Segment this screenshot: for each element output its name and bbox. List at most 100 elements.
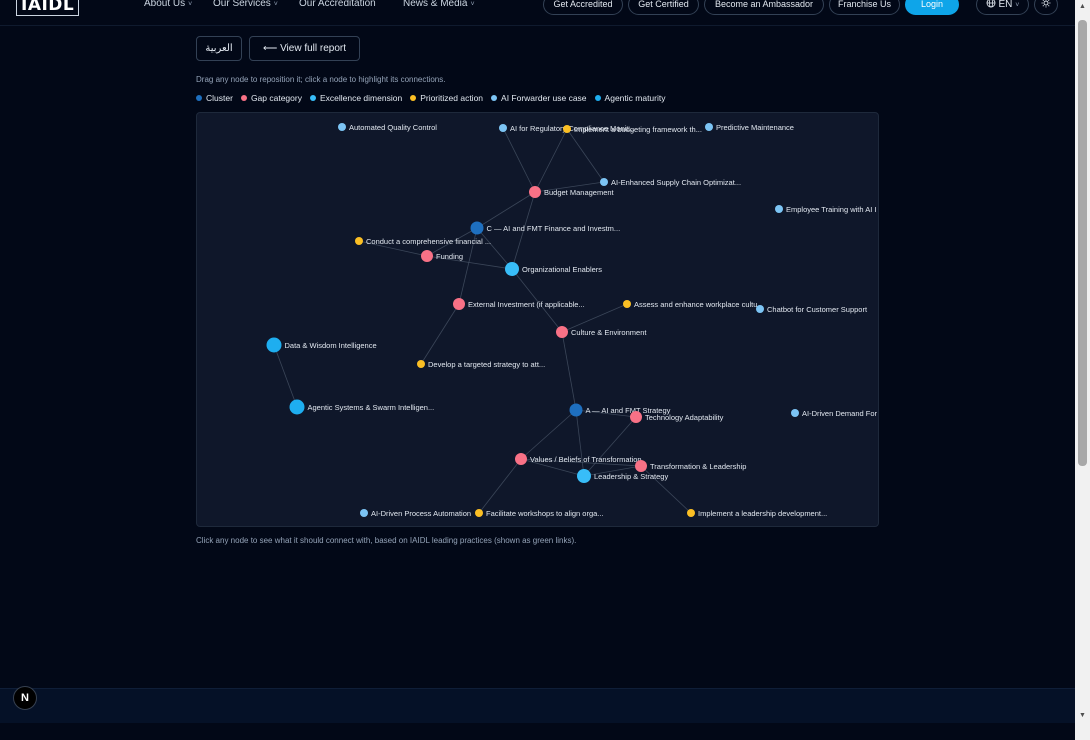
node-marker[interactable] <box>756 305 764 313</box>
node-label: Organizational Enablers <box>522 265 602 274</box>
get-accredited-button[interactable]: Get Accredited <box>543 0 623 15</box>
nav-our-services[interactable]: Our Services ˅ <box>213 0 278 9</box>
vertical-scrollbar[interactable]: ▲ ▼ <box>1075 0 1090 740</box>
graph-node-gap[interactable]: Technology Adaptability <box>630 411 724 423</box>
node-marker[interactable] <box>499 124 507 132</box>
graph-node-cluster[interactable]: C — AI and FMT Finance and Investm... <box>470 221 621 235</box>
graph-node-action[interactable]: Conduct a comprehensive financial ... <box>355 237 491 246</box>
get-certified-button[interactable]: Get Certified <box>628 0 699 15</box>
node-label: AI-Driven Process Automation <box>371 509 471 518</box>
node-label: AI-Driven Demand For <box>802 409 878 418</box>
node-marker[interactable] <box>421 250 433 262</box>
graph-node-agentic[interactable]: Agentic Systems & Swarm Intelligen... <box>289 399 435 415</box>
language-label: EN <box>998 0 1013 10</box>
view-full-report-button[interactable]: ⟵ View full report <box>249 36 360 61</box>
node-marker[interactable] <box>563 125 571 133</box>
franchise-us-button[interactable]: Franchise Us <box>829 0 900 15</box>
scrollbar-thumb[interactable] <box>1078 20 1087 466</box>
nav-our-accreditation[interactable]: Our Accreditation <box>299 0 376 9</box>
graph-edge <box>520 458 585 477</box>
node-marker[interactable] <box>529 186 541 198</box>
bottom-strip <box>0 723 1090 740</box>
node-label: External Investment (if applicable... <box>468 300 585 309</box>
node-marker[interactable] <box>338 123 346 131</box>
node-marker[interactable] <box>289 399 305 415</box>
legend-swatch <box>240 95 247 101</box>
graph-node-gap[interactable]: Budget Management <box>529 186 615 198</box>
graph-node-gap[interactable]: Culture & Environment <box>556 326 647 338</box>
legend-item-agentic-maturity: Agentic maturity <box>594 93 666 103</box>
graph-node-action[interactable]: Assess and enhance workplace cultu <box>623 300 757 309</box>
relationship-graph[interactable]: Automated Quality Control AI for Regulato… <box>196 112 879 527</box>
node-marker[interactable] <box>705 123 713 131</box>
graph-node-usecase[interactable]: Employee Training with AI I <box>775 205 876 214</box>
nav-news-media[interactable]: News & Media ˅ <box>403 0 475 9</box>
node-marker[interactable] <box>687 509 695 517</box>
node-marker[interactable] <box>577 469 591 483</box>
language-selector[interactable]: EN ˅ <box>976 0 1029 15</box>
top-navigation: IAIDL About Us ˅ Our Services ˅ Our Accred… <box>0 0 1075 26</box>
node-marker[interactable] <box>470 221 484 235</box>
node-label: Agentic Systems & Swarm Intelligen... <box>308 403 435 412</box>
graph-node-agentic[interactable]: Data & Wisdom Intelligence <box>266 337 377 353</box>
graph-node-usecase[interactable]: AI-Driven Process Automation <box>360 509 471 518</box>
iaidl-logo[interactable]: IAIDL <box>16 0 80 16</box>
node-marker[interactable] <box>775 205 783 213</box>
graph-node-usecase[interactable]: AI for Regulatory Compliance Monit... <box>499 124 635 133</box>
graph-node-cluster[interactable]: A — AI and FMT Strategy <box>569 403 671 417</box>
graph-node-usecase[interactable]: AI-Driven Demand For <box>791 409 878 418</box>
graph-node-action[interactable]: Implement a leadership development... <box>687 509 827 518</box>
graph-node-action[interactable]: Develop a targeted strategy to att... <box>417 360 545 369</box>
legend-label: Prioritized action <box>420 93 484 103</box>
node-marker[interactable] <box>505 262 519 276</box>
graph-node-action[interactable]: Facilitate workshops to align orga... <box>475 509 604 518</box>
node-marker[interactable] <box>635 460 647 472</box>
node-marker[interactable] <box>355 237 363 245</box>
graph-edge <box>561 303 628 333</box>
graph-node-gap[interactable]: Transformation & Leadership <box>635 460 746 472</box>
node-marker[interactable] <box>360 509 368 517</box>
node-label: Automated Quality Control <box>349 123 437 132</box>
scroll-down-arrow-icon[interactable]: ▼ <box>1079 712 1086 719</box>
node-label: Technology Adaptability <box>645 413 724 422</box>
graph-node-gap[interactable]: Values / Beliefs of Transformation <box>515 453 642 465</box>
graph-node-usecase[interactable]: AI-Enhanced Supply Chain Optimizat... <box>600 178 741 187</box>
node-marker[interactable] <box>623 300 631 308</box>
node-marker[interactable] <box>556 326 568 338</box>
node-label: Predictive Maintenance <box>716 123 794 132</box>
nav-our-accreditation-label: Our Accreditation <box>299 0 376 9</box>
node-label: Facilitate workshops to align orga... <box>486 509 604 518</box>
node-label: Leadership & Strategy <box>594 472 668 481</box>
nav-about-us[interactable]: About Us ˅ <box>144 0 192 9</box>
graph-node-usecase[interactable]: Automated Quality Control <box>338 123 437 132</box>
become-ambassador-button[interactable]: Become an Ambassador <box>704 0 824 15</box>
nextjs-dev-badge[interactable]: N <box>13 686 37 710</box>
graph-node-dimension[interactable]: Leadership & Strategy <box>577 469 668 483</box>
node-label: Develop a targeted strategy to att... <box>428 360 545 369</box>
graph-edge <box>358 240 428 257</box>
node-marker[interactable] <box>475 509 483 517</box>
graph-node-action[interactable]: Implement a budgeting framework th... <box>563 125 702 134</box>
node-marker[interactable] <box>791 409 799 417</box>
node-marker[interactable] <box>630 411 642 423</box>
graph-node-usecase[interactable]: Predictive Maintenance <box>705 123 794 132</box>
graph-node-gap[interactable]: External Investment (if applicable... <box>453 298 585 310</box>
login-button[interactable]: Login <box>905 0 959 15</box>
scroll-up-arrow-icon[interactable]: ▲ <box>1079 3 1086 10</box>
node-marker[interactable] <box>569 403 583 417</box>
node-marker[interactable] <box>453 298 465 310</box>
graph-node-dimension[interactable]: Organizational Enablers <box>505 262 602 276</box>
graph-node-usecase[interactable]: Chatbot for Customer Support <box>756 305 868 314</box>
node-marker[interactable] <box>417 360 425 368</box>
arabic-language-button[interactable]: العربية <box>196 36 242 61</box>
graph-edge <box>583 416 637 477</box>
legend-label: Agentic maturity <box>604 93 666 103</box>
legend-swatch <box>491 95 498 101</box>
graph-canvas[interactable]: Automated Quality Control AI for Regulato… <box>197 113 879 527</box>
node-marker[interactable] <box>515 453 527 465</box>
node-label: Budget Management <box>544 188 615 197</box>
graph-node-gap[interactable]: Funding <box>421 250 463 262</box>
node-marker[interactable] <box>266 337 282 353</box>
node-marker[interactable] <box>600 178 608 186</box>
theme-toggle-button[interactable] <box>1034 0 1058 15</box>
